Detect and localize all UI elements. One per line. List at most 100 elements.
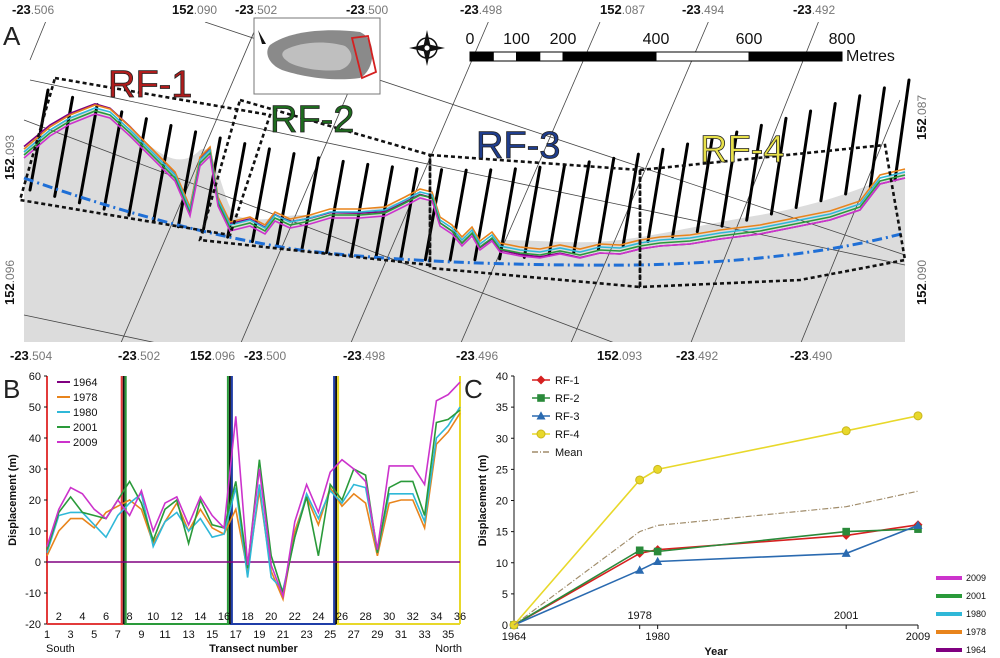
coord-bottom-5-min: .496 (475, 349, 499, 363)
shoreline-traces (23, 103, 906, 259)
x-tick-label-top: 2 (56, 611, 62, 623)
transect-line (621, 152, 640, 248)
scale-label: 0 (466, 31, 475, 48)
scale-bar-segment (469, 51, 494, 62)
y-tick-label: 60 (29, 371, 41, 383)
legend-label: 1964 (73, 377, 97, 389)
scale-label: 800 (829, 31, 856, 48)
y-tick-label: 15 (496, 527, 508, 539)
x-tick-label-top: 34 (430, 611, 442, 623)
data-point (536, 429, 546, 439)
scale-label: 600 (736, 31, 763, 48)
x-tick-label-bottom: 13 (182, 629, 194, 641)
svg-text:-23.504: -23.504 (10, 348, 52, 363)
svg-text:152.093: 152.093 (597, 348, 642, 363)
transect-line (127, 117, 148, 217)
coord-bottom-4-min: .498 (362, 349, 386, 363)
scale-bar-segment (516, 51, 541, 62)
transect-line (695, 136, 714, 234)
coord-top-3-min: .500 (365, 3, 389, 17)
data-point (653, 556, 663, 566)
data-point (635, 475, 645, 485)
data-point (841, 426, 851, 436)
coord-bottom-7-deg: -23 (676, 348, 695, 363)
north-label: North (435, 643, 462, 655)
transect-line (893, 78, 911, 182)
side-legend-label: 2001 (966, 591, 986, 601)
coord-top-1-deg: 152 (172, 2, 194, 17)
data-point (536, 375, 546, 385)
coord-bottom-3-min: .500 (263, 349, 287, 363)
scale-bar-segment (748, 51, 843, 62)
x-axis-title: Transect number (209, 643, 298, 655)
bottom-coordinate-labels: -23.504 -23.502 152.096 -23.500 -23.498 … (10, 348, 832, 363)
x-tick-label-top: 30 (383, 611, 395, 623)
svg-text:-23.496: -23.496 (456, 348, 498, 363)
data-point (914, 525, 922, 533)
y-tick-label: 40 (29, 433, 41, 445)
coord-top-2-deg: -23 (235, 2, 254, 17)
side-legend-label: 2009 (966, 573, 986, 583)
transect-line (275, 152, 296, 248)
svg-text:152.096: 152.096 (2, 260, 17, 305)
x-tick-label-top: 10 (147, 611, 159, 623)
north-arrow-icon (258, 30, 266, 44)
x-tick-label-bottom: 21 (277, 629, 289, 641)
svg-text:152.087: 152.087 (914, 95, 929, 140)
y-tick-label: -20 (25, 619, 41, 631)
svg-text:152.090: 152.090 (172, 2, 217, 17)
y-tick-label: 30 (496, 433, 508, 445)
panel-a-map: RF-1 RF-2 RF-3 RF-4 A -23.506 152.090 -2… (2, 2, 929, 363)
coord-right-0-deg: 152 (914, 118, 929, 140)
transect-line (547, 163, 567, 257)
x-tick-label: 1964 (502, 631, 526, 643)
scale-bar-segment (655, 51, 750, 62)
series-line (46, 406, 461, 592)
coord-left-1-min: .096 (3, 260, 17, 284)
transect-line (77, 103, 99, 205)
coord-right-0-min: .087 (915, 95, 929, 119)
svg-text:-23.500: -23.500 (346, 2, 388, 17)
data-point (841, 548, 851, 557)
scale-bar-segment (492, 51, 518, 62)
coord-bottom-7-min: .492 (695, 349, 719, 363)
transect-line (720, 130, 739, 228)
x-tick-label-top: 2001 (834, 610, 858, 622)
transect-line (844, 94, 862, 196)
x-tick-label-top: 32 (407, 611, 419, 623)
x-tick-label-bottom: 19 (253, 629, 265, 641)
scale-label: 200 (550, 31, 577, 48)
transect-line (596, 156, 616, 251)
legend-label: 1978 (73, 392, 97, 404)
x-tick-label-bottom: 33 (418, 629, 430, 641)
data-point (842, 527, 850, 536)
legend-label: Mean (555, 447, 583, 459)
coord-top-0-min: .506 (31, 3, 55, 17)
data-point (536, 411, 546, 420)
south-label: South (46, 643, 75, 655)
land-area (24, 109, 905, 359)
x-tick-label-top: 14 (194, 611, 206, 623)
x-tick-label-top: 12 (171, 611, 183, 623)
scale-unit: Metres (846, 48, 895, 65)
x-tick-label-top: 26 (336, 611, 348, 623)
y-tick-label: 0 (35, 557, 41, 569)
x-tick-label: 1980 (645, 631, 669, 643)
y-tick-label: 25 (496, 464, 508, 476)
data-point (635, 546, 644, 555)
x-tick-label-bottom: 15 (206, 629, 218, 641)
coord-top-5-min: .087 (622, 3, 646, 17)
region-box-rf3 (428, 153, 642, 289)
svg-text:-23.492: -23.492 (793, 2, 835, 17)
transect-line (522, 165, 542, 259)
x-tick-label-top: 24 (312, 611, 324, 623)
transect-line (794, 109, 813, 209)
side-legend-label: 1978 (966, 627, 986, 637)
panel-a-letter: A (3, 21, 21, 51)
coord-top-0-deg: -23 (12, 2, 31, 17)
svg-text:152.090: 152.090 (914, 260, 929, 305)
x-tick-label-bottom: 25 (324, 629, 336, 641)
coord-left-0-deg: 152 (2, 158, 17, 180)
